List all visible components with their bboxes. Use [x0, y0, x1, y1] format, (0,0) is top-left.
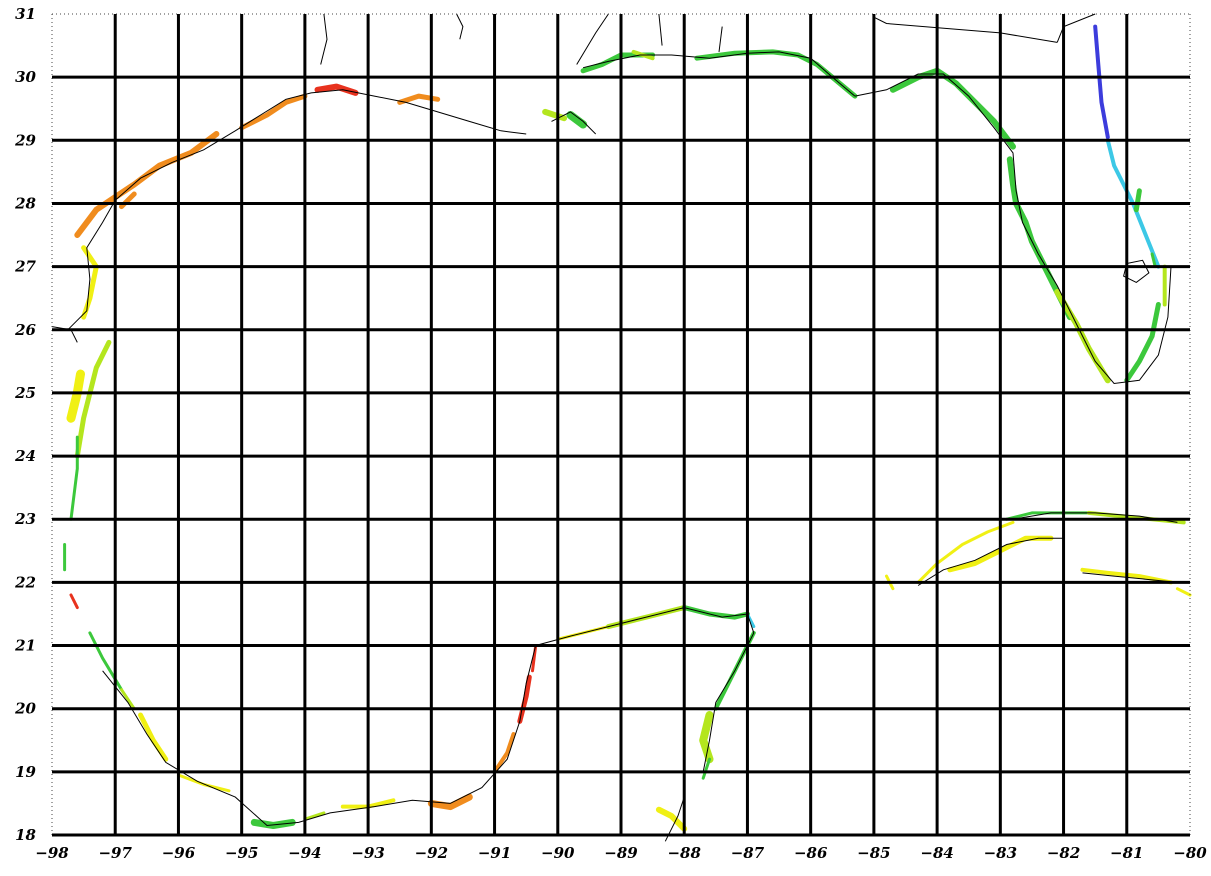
coastline-segment	[576, 13, 609, 65]
data-band-green	[1006, 156, 1073, 321]
lat-tick-label: 18	[15, 826, 36, 844]
data-band-blue	[1093, 24, 1110, 140]
data-band-yellow	[916, 520, 1015, 584]
lon-tick-label: −93	[351, 844, 384, 862]
coastline-segment	[102, 645, 537, 827]
lat-tick-label: 30	[15, 68, 36, 86]
data-band-green	[701, 757, 711, 780]
lon-tick-label: −81	[1110, 844, 1143, 862]
lat-tick-label: 25	[14, 384, 36, 402]
lat-tick-label: 27	[14, 258, 36, 276]
lon-tick-label: −87	[731, 844, 765, 862]
coastline-segment	[854, 73, 1172, 385]
data-band-green	[566, 111, 588, 129]
coastline-segment	[718, 26, 723, 52]
data-band-yellow	[655, 806, 688, 832]
data-band-yellow	[1175, 587, 1192, 597]
data-band-green	[1150, 252, 1157, 269]
lon-tick-label: −92	[415, 844, 448, 862]
data-band-yellow_green	[120, 688, 136, 711]
lon-tick-label: −80	[1173, 844, 1207, 862]
lat-tick-label: 31	[15, 5, 36, 23]
data-band-green	[1124, 302, 1161, 383]
lon-tick-label: −84	[920, 844, 953, 862]
lon-tick-label: −97	[98, 844, 132, 862]
lon-tick-label: −94	[288, 844, 321, 862]
latitude-tick-labels: 18 19 20 21 22 23 24 25 26 27 28 29 30 31	[14, 5, 36, 844]
coastline-segment	[1082, 572, 1178, 583]
lon-tick-label: −86	[794, 844, 828, 862]
coastline-segment	[658, 13, 663, 46]
coastline-segment	[551, 111, 597, 135]
data-band-red	[517, 674, 532, 724]
lat-lon-grid	[52, 14, 1190, 837]
data-band-red	[69, 593, 79, 610]
data-band-yellow	[138, 712, 169, 762]
lat-tick-label: 23	[14, 510, 36, 528]
lat-tick-label: 19	[15, 763, 36, 781]
longitude-tick-labels: −98 −97 −96 −95 −94 −93 −92 −91 −90 −89 −88 −87 −86 −…	[35, 844, 1207, 862]
coastline-segment	[1123, 259, 1150, 283]
lat-tick-label: 28	[14, 194, 36, 212]
data-band-orange	[74, 131, 220, 238]
lon-tick-label: −85	[857, 844, 890, 862]
data-band-yellow_green	[303, 811, 326, 821]
coastline-segment	[456, 13, 464, 40]
data-band-orange	[427, 793, 473, 811]
lon-tick-label: −82	[1047, 844, 1080, 862]
data-band-red	[531, 644, 538, 673]
lon-tick-label: −88	[667, 844, 701, 862]
coastline-segment	[320, 13, 328, 65]
data-band-yellow	[176, 773, 231, 793]
lon-tick-label: −96	[162, 844, 196, 862]
lat-tick-label: 29	[14, 131, 36, 149]
coastline-segment	[917, 537, 1064, 586]
lon-tick-label: −89	[604, 844, 638, 862]
lat-tick-label: 20	[14, 700, 36, 718]
data-band-orange	[492, 732, 516, 774]
lat-tick-label: 26	[14, 321, 36, 339]
data-band-green	[69, 435, 79, 521]
coastline-segment	[582, 51, 856, 97]
lon-tick-label: −95	[225, 844, 258, 862]
lon-tick-label: −83	[984, 844, 1017, 862]
data-band-green	[1133, 188, 1142, 213]
lat-tick-label: 21	[14, 637, 36, 655]
lat-tick-label: 22	[14, 573, 36, 591]
coastline-segment	[664, 796, 685, 842]
lon-tick-label: −98	[35, 844, 69, 862]
data-band-orange	[239, 93, 308, 131]
data-band-yellow	[1080, 567, 1173, 585]
lon-tick-label: −90	[541, 844, 575, 862]
lon-tick-label: −91	[478, 844, 511, 862]
lat-tick-label: 24	[14, 447, 36, 465]
